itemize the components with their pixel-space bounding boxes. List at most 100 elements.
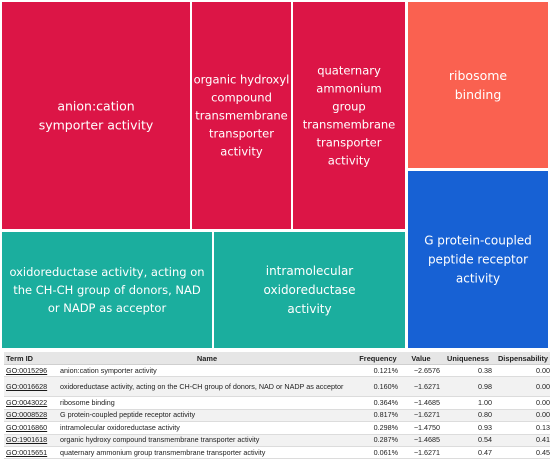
term-value: −1.4685 [400, 434, 442, 447]
term-value: −1.4750 [400, 421, 442, 435]
term-name: quaternary ammonium group transmembrane … [58, 446, 356, 459]
term-name: anion:cation symporter activity [58, 364, 356, 378]
term-dispensability: 0.00 [494, 396, 550, 410]
term-frequency: 0.287% [356, 434, 400, 447]
term-dispensability: 0.13 [494, 421, 550, 435]
treemap-tile-label: G protein-coupled peptide receptor activit… [424, 234, 532, 286]
treemap-tile-label: quaternary ammonium group transmembrane tran… [303, 64, 395, 168]
table-header-row: Term ID Name Frequency Value Uniqueness … [4, 352, 550, 365]
term-value: −2.6576 [400, 364, 442, 378]
treemap-tile-label: organic hydroxyl compound transmembrane tra… [194, 73, 290, 159]
go-terms-table: Term ID Name Frequency Value Uniqueness … [4, 352, 550, 459]
treemap-tile-rect [293, 2, 405, 229]
treemap-tile-label: oxidoreductase activity, acting on the CH… [9, 265, 204, 315]
treemap-tile-label-line: symporter activity [39, 117, 154, 132]
term-name: oxidoreductase activity, acting on the C… [58, 376, 356, 398]
term-frequency: 0.817% [356, 409, 400, 423]
treemap-tile-rect [2, 232, 212, 348]
treemap-tile-label-line: anion:cation [57, 98, 134, 113]
treemap-tile-label-line: group [332, 100, 365, 114]
table-row: GO:0015296 anion:cation symporter activi… [4, 364, 550, 378]
treemap-tile: oxidoreductase activity, acting on the CH… [2, 232, 212, 348]
treemap-chart: anion:cation symporter activity organic hy… [2, 2, 548, 348]
treemap-tile: G protein-coupled peptide receptor activit… [408, 171, 548, 348]
table-row: GO:0016860 intramolecular oxidoreductase… [4, 421, 550, 435]
term-frequency: 0.298% [356, 421, 400, 435]
treemap-tile-label-line: or NADP as acceptor [48, 301, 167, 315]
treemap-tile-rect [192, 2, 291, 229]
term-id-link[interactable]: GO:0015296 [6, 365, 48, 375]
term-id-link[interactable]: GO:0015651 [6, 447, 48, 457]
treemap-tile-label-line: compound [211, 91, 272, 105]
term-value: −1.6271 [400, 409, 442, 423]
term-frequency: 0.160% [356, 376, 400, 398]
header-dispensability: Dispensability [494, 352, 550, 365]
term-id-link[interactable]: GO:0008528 [6, 410, 48, 420]
treemap-tile-label: anion:cation symporter activity [39, 98, 154, 132]
treemap-tile-rect [214, 232, 405, 348]
term-uniqueness: 0.38 [442, 364, 494, 378]
term-dispensability: 0.41 [494, 434, 550, 447]
header-frequency: Frequency [356, 352, 400, 365]
term-dispensability: 0.00 [494, 364, 550, 378]
go-terms-table-container: Term ID Name Frequency Value Uniqueness … [4, 352, 550, 459]
treemap-tile-rect [408, 171, 548, 348]
term-name: ribosome binding [58, 396, 356, 410]
treemap-tile-label-line: oxidoreductase [264, 283, 356, 297]
table-row: GO:0015651 quaternary ammonium group tra… [4, 446, 550, 459]
treemap-tile-label: ribosome binding [449, 68, 508, 102]
treemap-tile-label-line: activity [456, 272, 500, 286]
header-term-id: Term ID [4, 352, 58, 365]
treemap-tile-label-line: the CH-CH group of donors, NAD [13, 283, 201, 297]
term-name: G protein-coupled peptide receptor activ… [58, 409, 356, 423]
term-dispensability: 0.00 [494, 409, 550, 423]
treemap-tile-label-line: transporter [209, 127, 274, 141]
treemap-tile: organic hydroxyl compound transmembrane tra… [192, 2, 291, 229]
treemap-tile-rect [408, 2, 548, 168]
header-uniqueness: Uniqueness [442, 352, 494, 365]
term-uniqueness: 0.93 [442, 421, 494, 435]
term-frequency: 0.364% [356, 396, 400, 410]
term-id-link[interactable]: GO:1901618 [6, 435, 48, 445]
table-row: GO:0016628 oxidoreductase activity, acti… [4, 376, 550, 398]
term-value: −1.6271 [400, 446, 442, 459]
header-value: Value [400, 352, 442, 365]
treemap-tile-label: intramolecular oxidoreductase activity [264, 264, 356, 316]
treemap-tile-label-line: organic hydroxyl [194, 73, 290, 87]
treemap-tile: ribosome binding [408, 2, 548, 168]
term-name: organic hydroxy compound transmembrane t… [58, 434, 356, 447]
term-id-link[interactable]: GO:0016860 [6, 422, 48, 432]
treemap-tile-label-line: activity [220, 145, 263, 159]
treemap-tile-rect [2, 2, 190, 229]
treemap-tile: intramolecular oxidoreductase activity [214, 232, 405, 348]
treemap-tile: quaternary ammonium group transmembrane tran… [293, 2, 405, 229]
header-name: Name [58, 352, 356, 365]
term-frequency: 0.121% [356, 364, 400, 378]
treemap-tile-label-line: transporter [317, 136, 382, 150]
term-name: intramolecular oxidoreductase activity [58, 421, 356, 435]
treemap-tile-label-line: binding [455, 87, 502, 102]
treemap-tile-label-line: ribosome [449, 68, 508, 83]
term-dispensability: 0.00 [494, 376, 550, 398]
treemap-tile-label-line: activity [328, 154, 371, 168]
term-id-link[interactable]: GO:0043022 [6, 398, 48, 408]
treemap-tile-label-line: intramolecular [266, 264, 354, 278]
term-uniqueness: 0.98 [442, 376, 494, 398]
table-row: GO:1901618 organic hydroxy compound tran… [4, 434, 550, 447]
treemap-tile-label-line: activity [287, 302, 331, 316]
term-value: −1.4685 [400, 396, 442, 410]
treemap-tile-label-line: G protein-coupled [424, 234, 532, 248]
term-uniqueness: 0.54 [442, 434, 494, 447]
treemap-tile-label-line: quaternary [317, 64, 381, 78]
term-dispensability: 0.45 [494, 446, 550, 459]
treemap-tile-label-line: transmembrane [195, 109, 287, 123]
table-row: GO:0008528 G protein-coupled peptide rec… [4, 409, 550, 423]
term-uniqueness: 1.00 [442, 396, 494, 410]
term-id-link[interactable]: GO:0016628 [6, 381, 48, 391]
treemap-tile-label-line: transmembrane [303, 118, 395, 132]
table-row: GO:0043022 ribosome binding 0.364% −1.46… [4, 396, 550, 410]
treemap-tile: anion:cation symporter activity [2, 2, 190, 229]
treemap-tile-label-line: peptide receptor [428, 253, 528, 267]
term-frequency: 0.061% [356, 446, 400, 459]
term-uniqueness: 0.80 [442, 409, 494, 423]
